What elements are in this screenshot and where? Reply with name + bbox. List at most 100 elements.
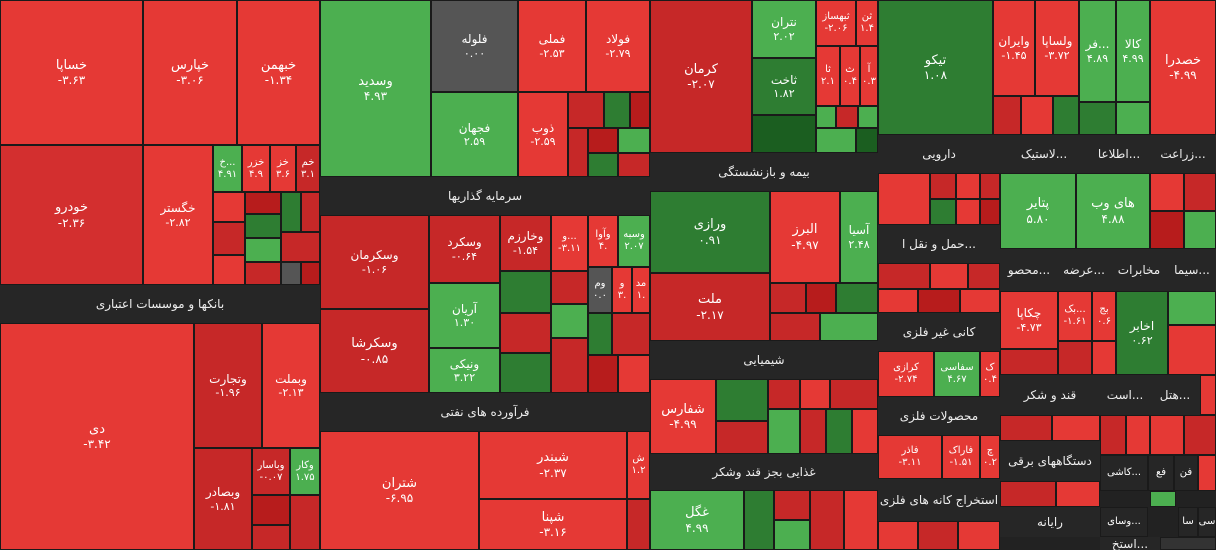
sector-electrical-header[interactable]: دستگاههای برقی (1000, 441, 1100, 481)
tile-unlabeled[interactable] (281, 262, 301, 285)
sector-hotel-header[interactable]: هتل... (1150, 375, 1200, 415)
tile-unlabeled[interactable] (213, 222, 245, 255)
tile-khbahman[interactable]: خبهمن -۱.۳۴ (237, 0, 320, 145)
tile-unlabeled[interactable] (716, 421, 768, 454)
tile-zob[interactable]: ذوب -۲.۵۹ (518, 92, 568, 177)
sector-insurance-header[interactable]: بیمه و بازنشستگی (650, 153, 878, 191)
tile-unlabeled[interactable] (830, 379, 878, 409)
tile-unlabeled[interactable] (213, 255, 245, 285)
tile-unlabeled[interactable] (1184, 173, 1216, 211)
tile-a[interactable]: آ ۰.۳ (860, 46, 878, 106)
tile-hayweb[interactable]: های وب ۴.۸۸ (1076, 173, 1150, 249)
tile-khodro[interactable]: خودرو -۲.۳۶ (0, 145, 143, 285)
tile-unlabeled[interactable] (604, 92, 630, 128)
tile-unlabeled[interactable] (1092, 341, 1116, 375)
tile-unlabeled[interactable] (612, 313, 650, 355)
tile-shbandar[interactable]: شبندر -۲.۳۷ (479, 431, 627, 499)
sector-banks-header[interactable]: بانکها و موسسات اعتباری (0, 285, 320, 323)
sector-products-header[interactable]: محصو... (1000, 249, 1058, 291)
tile-vsabeh[interactable]: وسبه ۲.۰۷ (618, 215, 650, 267)
tile-unlabeled[interactable] (551, 271, 588, 304)
tile-unlabeled[interactable] (1000, 349, 1058, 375)
tile-unlabeled[interactable] (500, 313, 551, 353)
sector-food-header[interactable]: غذایی بجز قند وشکر (650, 454, 878, 490)
tile-shfars[interactable]: شفارس -۴.۹۹ (650, 379, 716, 454)
tile-unlabeled[interactable] (744, 490, 774, 550)
tile-fa[interactable]: فع (1148, 455, 1174, 491)
tile-tipiko[interactable]: تیکو ۱.۰۸ (878, 0, 993, 135)
tile-floleh[interactable]: فلوله ۰.۰۰ (431, 0, 518, 92)
tile-akhaber[interactable]: اخابر ۰.۶۲ (1116, 291, 1168, 375)
tile-unlabeled[interactable] (1184, 415, 1216, 455)
tile-unlabeled[interactable] (852, 409, 878, 454)
tile-unlabeled[interactable] (1198, 455, 1216, 491)
tile-unlabeled[interactable] (770, 313, 820, 341)
tile-unlabeled[interactable] (1168, 291, 1216, 325)
tile-unlabeled[interactable] (1150, 491, 1176, 507)
tile-bej[interactable]: بج ۰.۶ (1092, 291, 1116, 341)
tile-unlabeled[interactable] (1052, 415, 1100, 441)
sector-nonmetal-header[interactable]: کانی غیر فلزی (878, 313, 1000, 351)
tile-unlabeled[interactable] (551, 338, 588, 393)
tile-unlabeled[interactable] (878, 173, 930, 225)
tile-vbsader[interactable]: وبصادر -۱.۸۱ (194, 448, 252, 550)
tile-vskerman[interactable]: وسکرمان -۱.۰۶ (320, 215, 429, 309)
tile-bek[interactable]: بک... -۱.۶۱ (1058, 291, 1092, 341)
tile-khgostar[interactable]: خگستر -۲.۸۲ (143, 145, 213, 285)
tile-sbahsaz[interactable]: ثبهساز -۲.۰۶ (816, 0, 856, 46)
tile-unlabeled[interactable] (1168, 325, 1216, 375)
tile-sa[interactable]: ثا ۲.۱ (816, 46, 840, 106)
tile-unlabeled[interactable] (1079, 102, 1116, 135)
tile-unlabeled[interactable] (800, 409, 826, 454)
tile-unlabeled[interactable] (836, 283, 878, 313)
tile-vbasar[interactable]: وباسار -۰.۰۷ (252, 448, 290, 495)
tile-vo[interactable]: و ۳. (612, 267, 632, 313)
sector-telecom-header[interactable]: مخابرات (1110, 249, 1168, 291)
tile-unlabeled[interactable] (500, 353, 551, 393)
tile-unlabeled[interactable] (588, 128, 618, 153)
tile-unlabeled[interactable] (281, 232, 320, 262)
tile-vniki[interactable]: ونیکی ۳.۲۲ (429, 348, 500, 393)
tile-fazar[interactable]: فاذر -۳.۱۱ (878, 435, 942, 479)
tile-unlabeled[interactable] (836, 106, 858, 128)
tile-si[interactable]: سی (1198, 507, 1216, 537)
tile-unlabeled[interactable] (588, 355, 618, 393)
tile-unlabeled[interactable] (816, 106, 836, 128)
tile-unlabeled[interactable] (930, 173, 956, 199)
tile-unlabeled[interactable] (770, 283, 806, 313)
tile-k[interactable]: ک ۰.۴ (980, 351, 1000, 397)
tile-unlabeled[interactable] (1184, 211, 1216, 249)
tile-unlabeled[interactable] (568, 128, 588, 177)
tile-vskarsha[interactable]: وسکرشا -۰.۸۵ (320, 309, 429, 393)
tile-unlabeled[interactable] (768, 409, 800, 454)
tile-s[interactable]: ث ۰.۴ (840, 46, 860, 106)
tile-unlabeled[interactable] (245, 238, 281, 262)
tile-vairan[interactable]: وایران -۱.۴۵ (993, 0, 1035, 96)
tile-mellat[interactable]: ملت -۲.۱۷ (650, 273, 770, 341)
tile-alborz[interactable]: البرز -۴.۹۷ (770, 191, 840, 283)
tile-vm[interactable]: وم ۰.۰ (588, 267, 612, 313)
tile-unlabeled[interactable] (618, 355, 650, 393)
tile-vtejarat[interactable]: وتجارت -۱.۹۶ (194, 323, 262, 448)
sector-transport-header[interactable]: حمل و نقل ا... (878, 225, 1000, 263)
tile-unlabeled[interactable] (252, 525, 290, 550)
tile-unlabeled[interactable] (568, 92, 604, 128)
tile-unlabeled[interactable] (856, 128, 878, 153)
tile-unlabeled[interactable] (918, 289, 960, 313)
tile-unlabeled[interactable] (245, 214, 281, 238)
tile-khz[interactable]: خز ۳.۶ (270, 145, 296, 192)
tile-vlsapa[interactable]: ولساپا -۳.۷۲ (1035, 0, 1079, 96)
tile-unlabeled[interactable] (956, 199, 980, 225)
tile-vkar[interactable]: وکار ۱.۷۵ (290, 448, 320, 495)
tile-unlabeled[interactable] (968, 263, 1000, 289)
tile-khpars[interactable]: خپارس -۳.۰۶ (143, 0, 237, 145)
tile-shpena[interactable]: شپنا -۳.۱۶ (479, 499, 627, 550)
tile-unlabeled[interactable] (290, 495, 320, 550)
tile-unlabeled[interactable] (1126, 415, 1150, 455)
tile-di[interactable]: دی -۳.۴۲ (0, 323, 194, 550)
sector-investments-header[interactable]: سرمایه گذاریها (320, 177, 650, 215)
tile-unlabeled[interactable] (980, 173, 1000, 199)
tile-vkharazm[interactable]: وخارزم -۱.۵۴ (500, 215, 551, 271)
tile-natran[interactable]: نتران ۲.۰۲ (752, 0, 816, 58)
tile-unlabeled[interactable] (630, 92, 650, 128)
